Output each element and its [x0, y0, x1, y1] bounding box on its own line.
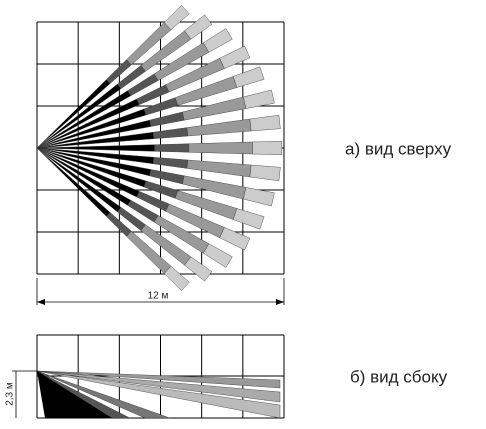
- zone-ray: [36, 370, 171, 419]
- zone-ray: [186, 118, 252, 137]
- side-detection-zones: [36, 370, 281, 419]
- zone-ray: [126, 230, 172, 274]
- zone-ray: [249, 164, 281, 182]
- zone-ray: [184, 14, 213, 40]
- zone-ray: [126, 22, 172, 66]
- zone-ray: [149, 111, 185, 127]
- top-view-label: а) вид сверху: [345, 139, 452, 158]
- zone-ray: [249, 114, 281, 132]
- width-label: 12 м: [148, 291, 169, 302]
- zone-ray: [36, 370, 281, 403]
- height-label: 2,3 м: [5, 382, 16, 406]
- zone-ray: [152, 127, 189, 139]
- top-detection-zones: [36, 5, 283, 291]
- zone-ray: [36, 147, 152, 177]
- zone-ray: [203, 28, 233, 53]
- height-dimension: [12, 370, 37, 418]
- zone-ray: [36, 370, 281, 419]
- zone-ray: [36, 79, 111, 149]
- zone-ray: [203, 243, 233, 268]
- zone-ray: [252, 140, 283, 156]
- zone-ray: [36, 147, 111, 217]
- zone-ray: [36, 370, 281, 389]
- width-dimension: [36, 278, 285, 305]
- zone-ray: [154, 143, 190, 153]
- zone-ray: [163, 5, 190, 31]
- side-view-label: б) вид сбоку: [350, 367, 448, 386]
- zone-ray: [184, 256, 213, 282]
- zone-ray: [219, 45, 251, 69]
- zone-ray: [188, 141, 253, 155]
- zone-ray: [37, 371, 112, 418]
- zone-ray: [149, 169, 185, 185]
- zone-ray: [219, 227, 251, 251]
- zone-ray: [186, 159, 252, 178]
- zone-ray: [36, 119, 152, 149]
- zone-ray: [243, 89, 275, 109]
- zone-ray: [232, 208, 265, 230]
- zone-ray: [152, 157, 189, 169]
- zone-ray: [232, 66, 265, 88]
- zone-ray: [243, 187, 275, 207]
- zone-ray: [163, 265, 190, 291]
